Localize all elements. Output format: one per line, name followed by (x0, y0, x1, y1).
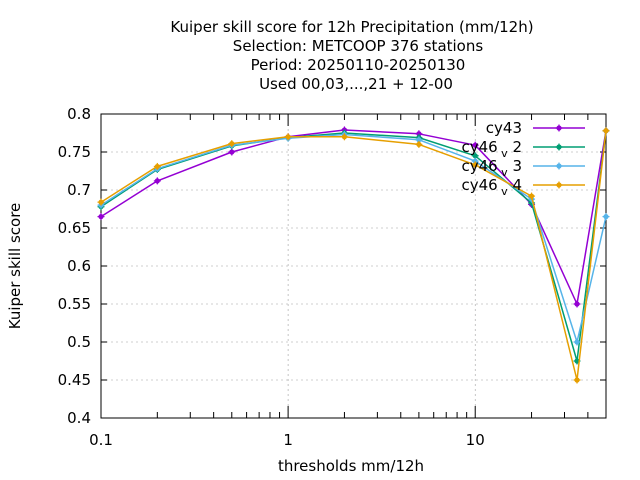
legend-entry-cy46_v3: cy46 v 3 (461, 157, 585, 179)
x-tick-label: 1 (283, 431, 293, 449)
data-point-cy46_v4 (340, 133, 348, 141)
legend-entry-cy43: cy43 (486, 119, 585, 137)
series-cy46_v3 (97, 131, 610, 346)
data-point-cy46_v3 (573, 338, 581, 346)
legend-label: cy46 v 2 (461, 138, 522, 160)
y-tick-label: 0.75 (58, 143, 91, 161)
chart-title-line-4: Used 00,03,...,21 + 12-00 (259, 75, 453, 93)
data-point-cy46_v4 (415, 140, 423, 148)
y-tick-label: 0.5 (67, 333, 91, 351)
data-point-cy43 (228, 148, 236, 156)
series-line-cy46_v4 (100, 130, 607, 381)
y-tick-label: 0.8 (67, 105, 91, 123)
y-tick-label: 0.45 (58, 371, 91, 389)
data-point-cy46_v3 (602, 213, 610, 221)
series-line-cy46_v3 (100, 133, 607, 343)
y-axis-label: Kuiper skill score (6, 203, 24, 330)
axis-ticks: 0.4 0.45 0.5 0.55 0.6 0.65 0.7 0.75 0.8 0.1 1 10 (58, 105, 606, 449)
data-point-cy46_v4 (228, 140, 236, 148)
y-tick-label: 0.4 (67, 409, 91, 427)
series-line-cy46_v2 (100, 130, 607, 362)
y-tick-label: 0.6 (67, 257, 91, 275)
chart-title-line-3: Period: 20250110-20250130 (251, 56, 466, 74)
y-tick-label: 0.55 (58, 295, 91, 313)
y-tick-label: 0.65 (58, 219, 91, 237)
data-point-cy46_v4 (284, 133, 292, 141)
series-cy46_v4 (97, 127, 610, 384)
series-lines (97, 126, 610, 384)
legend-label: cy46 v 3 (461, 157, 522, 179)
data-point-cy46_v4 (153, 162, 161, 170)
chart-title: Kuiper skill score for 12h Precipitation… (170, 18, 533, 93)
data-point-cy43 (471, 141, 479, 149)
x-axis-label: thresholds mm/12h (278, 457, 424, 475)
legend-label: cy43 (486, 119, 522, 137)
chart-title-line-2: Selection: METCOOP 376 stations (233, 37, 484, 55)
data-point-cy43 (153, 177, 161, 185)
series-line-cy43 (100, 129, 607, 305)
x-tick-label: 0.1 (89, 431, 113, 449)
data-point-cy46_v4 (528, 192, 536, 200)
series-cy43 (97, 126, 610, 308)
chart-title-line-1: Kuiper skill score for 12h Precipitation… (170, 18, 533, 36)
data-point-cy46_v4 (97, 198, 105, 206)
legend-entry-cy46_v4: cy46 v 4 (461, 176, 585, 198)
grid (101, 114, 606, 418)
data-point-cy43 (97, 213, 105, 221)
data-point-cy46_v4 (602, 127, 610, 135)
legend-entry-cy46_v2: cy46 v 2 (461, 138, 585, 160)
data-point-cy46_v4 (471, 161, 479, 169)
legend-label: cy46 v 4 (461, 176, 522, 198)
data-point-cy43 (573, 300, 581, 308)
x-tick-label: 10 (466, 431, 485, 449)
data-point-cy46_v4 (573, 376, 581, 384)
y-tick-label: 0.7 (67, 181, 91, 199)
